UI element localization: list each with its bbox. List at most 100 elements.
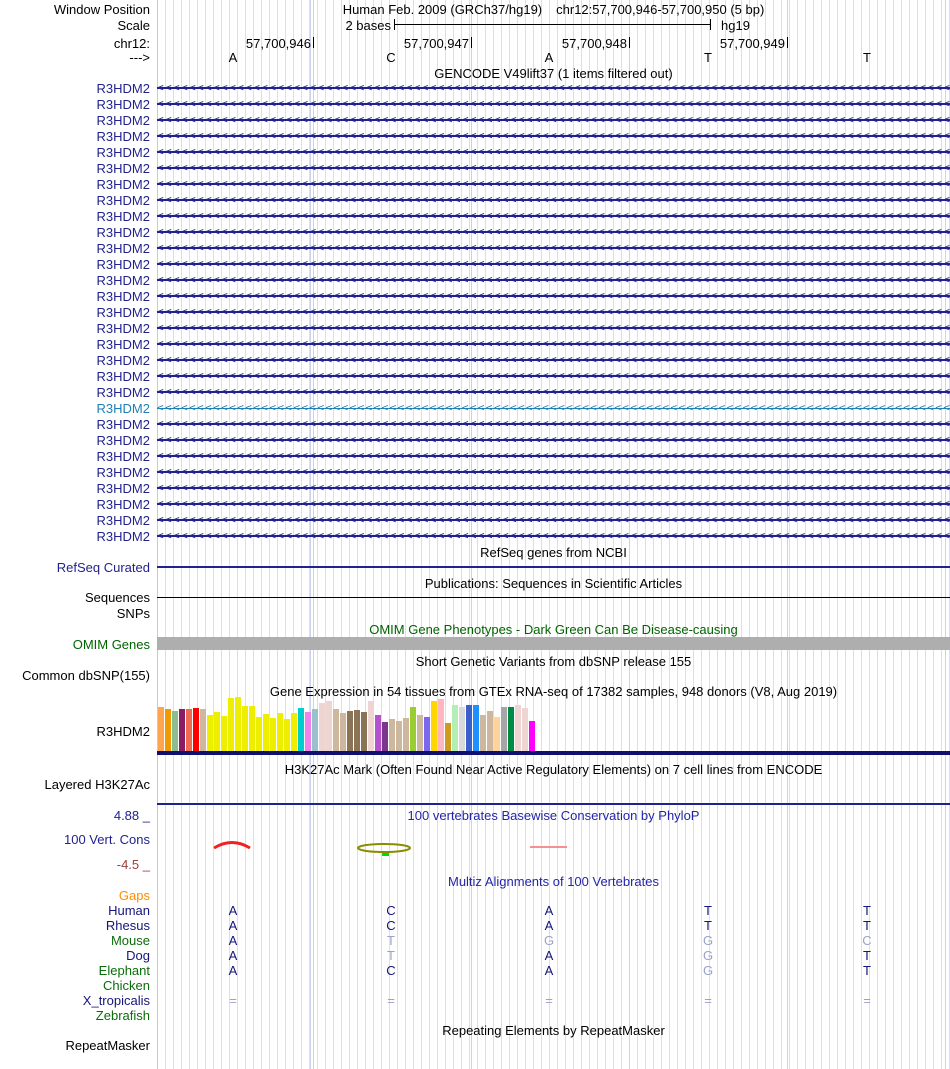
gene-label[interactable]: R3HDM2 <box>96 369 150 384</box>
gene-label[interactable]: R3HDM2 <box>96 113 150 128</box>
species-label[interactable]: X_tropicalis <box>82 993 150 1008</box>
gaps-label[interactable]: Gaps <box>118 888 150 903</box>
gene-label[interactable]: R3HDM2 <box>96 209 150 224</box>
publications-track-title[interactable]: Publications: Sequences in Scientific Ar… <box>424 576 683 591</box>
gene-label[interactable]: R3HDM2 <box>96 513 150 528</box>
gene-label[interactable]: R3HDM2 <box>96 145 150 160</box>
species-label[interactable]: Mouse <box>110 933 150 948</box>
species-row[interactable]: Elephant A C A G T <box>0 963 950 978</box>
species-row[interactable]: Mouse A T G G C <box>0 933 950 948</box>
dbsnp-track-title[interactable]: Short Genetic Variants from dbSNP releas… <box>415 654 692 669</box>
sequences-label[interactable]: Sequences <box>84 590 150 605</box>
gene-label[interactable]: R3HDM2 <box>96 337 150 352</box>
gene-transcript-row[interactable]: R3HDM2 <<<<<<<<<<<<<<<<<<<<<<<<<<<<<<<<<<… <box>0 368 950 384</box>
gene-transcript-row[interactable]: R3HDM2 <<<<<<<<<<<<<<<<<<<<<<<<<<<<<<<<<<… <box>0 432 950 448</box>
species-row[interactable]: Dog A T A G T <box>0 948 950 963</box>
gene-transcript-row[interactable]: R3HDM2 <<<<<<<<<<<<<<<<<<<<<<<<<<<<<<<<<<… <box>0 512 950 528</box>
gene-transcript-row[interactable]: R3HDM2 <<<<<<<<<<<<<<<<<<<<<<<<<<<<<<<<<<… <box>0 480 950 496</box>
gene-transcript-row[interactable]: R3HDM2 <<<<<<<<<<<<<<<<<<<<<<<<<<<<<<<<<<… <box>0 256 950 272</box>
gene-transcript-row[interactable]: R3HDM2 <<<<<<<<<<<<<<<<<<<<<<<<<<<<<<<<<<… <box>0 272 950 288</box>
gene-label[interactable]: R3HDM2 <box>96 161 150 176</box>
multiz-track-title[interactable]: Multiz Alignments of 100 Vertebrates <box>447 874 659 889</box>
gene-label[interactable]: R3HDM2 <box>96 257 150 272</box>
gene-transcript-row[interactable]: R3HDM2 <<<<<<<<<<<<<<<<<<<<<<<<<<<<<<<<<<… <box>0 128 950 144</box>
gene-transcript-row[interactable]: R3HDM2 <<<<<<<<<<<<<<<<<<<<<<<<<<<<<<<<<<… <box>0 384 950 400</box>
species-row[interactable]: Rhesus A C A T T <box>0 918 950 933</box>
gene-label[interactable]: R3HDM2 <box>96 177 150 192</box>
gene-label[interactable]: R3HDM2 <box>96 129 150 144</box>
gene-transcript-row[interactable]: R3HDM2 <<<<<<<<<<<<<<<<<<<<<<<<<<<<<<<<<<… <box>0 176 950 192</box>
species-label[interactable]: Chicken <box>103 978 150 993</box>
species-row[interactable]: X_tropicalis = = = = = <box>0 993 950 1008</box>
gene-transcript-row[interactable]: R3HDM2 <<<<<<<<<<<<<<<<<<<<<<<<<<<<<<<<<<… <box>0 352 950 368</box>
gene-label[interactable]: R3HDM2 <box>96 417 150 432</box>
gene-transcript-row[interactable]: R3HDM2 <<<<<<<<<<<<<<<<<<<<<<<<<<<<<<<<<<… <box>0 416 950 432</box>
gene-transcript-row[interactable]: R3HDM2 <<<<<<<<<<<<<<<<<<<<<<<<<<<<<<<<<<… <box>0 96 950 112</box>
species-label[interactable]: Dog <box>126 948 150 963</box>
gene-transcript-row[interactable]: R3HDM2 <<<<<<<<<<<<<<<<<<<<<<<<<<<<<<<<<<… <box>0 144 950 160</box>
gene-transcript-row[interactable]: R3HDM2 <<<<<<<<<<<<<<<<<<<<<<<<<<<<<<<<<<… <box>0 160 950 176</box>
phylop-label[interactable]: 100 Vert. Cons <box>64 832 150 847</box>
gene-transcript-row[interactable]: R3HDM2 <<<<<<<<<<<<<<<<<<<<<<<<<<<<<<<<<<… <box>0 304 950 320</box>
gene-label[interactable]: R3HDM2 <box>96 193 150 208</box>
refseq-curated-label[interactable]: RefSeq Curated <box>56 560 150 575</box>
species-row[interactable]: Zebrafish <box>0 1008 950 1023</box>
gene-label[interactable]: R3HDM2 <box>96 289 150 304</box>
gene-transcript-row[interactable]: R3HDM2 <<<<<<<<<<<<<<<<<<<<<<<<<<<<<<<<<<… <box>0 448 950 464</box>
header-title: Human Feb. 2009 (GRCh37/hg19) chr12:57,7… <box>157 2 950 17</box>
gene-label[interactable]: R3HDM2 <box>96 529 150 544</box>
gene-label[interactable]: R3HDM2 <box>96 481 150 496</box>
sequences-item[interactable] <box>157 597 950 598</box>
gene-label[interactable]: R3HDM2 <box>96 97 150 112</box>
species-label[interactable]: Human <box>108 903 150 918</box>
gene-transcript-row[interactable]: R3HDM2 <<<<<<<<<<<<<<<<<<<<<<<<<<<<<<<<<<… <box>0 112 950 128</box>
h3k27ac-track-title[interactable]: H3K27Ac Mark (Often Found Near Active Re… <box>284 762 823 777</box>
gene-transcript-row[interactable]: R3HDM2 <<<<<<<<<<<<<<<<<<<<<<<<<<<<<<<<<<… <box>0 464 950 480</box>
refseq-track-title[interactable]: RefSeq genes from NCBI <box>480 545 627 560</box>
gene-label[interactable]: R3HDM2 <box>96 353 150 368</box>
phylop-track-title[interactable]: 100 vertebrates Basewise Conservation by… <box>407 808 700 823</box>
gene-label[interactable]: R3HDM2 <box>96 273 150 288</box>
gene-label[interactable]: R3HDM2 <box>96 497 150 512</box>
gene-transcript-row[interactable]: R3HDM2 <<<<<<<<<<<<<<<<<<<<<<<<<<<<<<<<<<… <box>0 224 950 240</box>
gtex-track-title[interactable]: Gene Expression in 54 tissues from GTEx … <box>269 684 838 699</box>
species-row[interactable]: Human A C A T T <box>0 903 950 918</box>
species-label[interactable]: Zebrafish <box>95 1008 150 1023</box>
gene-transcript-row[interactable]: R3HDM2 <<<<<<<<<<<<<<<<<<<<<<<<<<<<<<<<<<… <box>0 192 950 208</box>
h3k27ac-label[interactable]: Layered H3K27Ac <box>44 777 150 792</box>
gene-transcript-row-highlighted[interactable]: R3HDM2 <<<<<<<<<<<<<<<<<<<<<<<<<<<<<<<<<<… <box>0 400 950 416</box>
repeatmasker-label[interactable]: RepeatMasker <box>65 1038 150 1053</box>
species-row[interactable]: Chicken <box>0 978 950 993</box>
gtex-gene-label[interactable]: R3HDM2 <box>96 724 150 739</box>
gene-label[interactable]: R3HDM2 <box>96 449 150 464</box>
omim-genes-label[interactable]: OMIM Genes <box>72 637 150 652</box>
gene-label[interactable]: R3HDM2 <box>96 81 150 96</box>
gene-label[interactable]: R3HDM2 <box>96 241 150 256</box>
omim-gene-item[interactable] <box>157 637 950 650</box>
gene-label[interactable]: R3HDM2 <box>96 433 150 448</box>
gene-label[interactable]: R3HDM2 <box>96 385 150 400</box>
gencode-track-title[interactable]: GENCODE V49lift37 (1 items filtered out) <box>434 66 673 81</box>
gene-transcript-row[interactable]: R3HDM2 <<<<<<<<<<<<<<<<<<<<<<<<<<<<<<<<<<… <box>0 208 950 224</box>
refseq-curated-item[interactable] <box>157 566 950 568</box>
gene-transcript-row[interactable]: R3HDM2 <<<<<<<<<<<<<<<<<<<<<<<<<<<<<<<<<<… <box>0 288 950 304</box>
species-label[interactable]: Elephant <box>98 963 150 978</box>
gene-transcript-row[interactable]: R3HDM2 <<<<<<<<<<<<<<<<<<<<<<<<<<<<<<<<<<… <box>0 528 950 544</box>
dbsnp-label[interactable]: Common dbSNP(155) <box>22 668 150 683</box>
gtex-tissue-bar <box>333 709 339 751</box>
gene-transcript-row[interactable]: R3HDM2 <<<<<<<<<<<<<<<<<<<<<<<<<<<<<<<<<<… <box>0 496 950 512</box>
gene-label[interactable]: R3HDM2 <box>96 305 150 320</box>
gene-label[interactable]: R3HDM2 <box>96 401 150 416</box>
omim-track-title[interactable]: OMIM Gene Phenotypes - Dark Green Can Be… <box>369 622 738 637</box>
gene-transcript-row[interactable]: R3HDM2 <<<<<<<<<<<<<<<<<<<<<<<<<<<<<<<<<<… <box>0 336 950 352</box>
transcript-line <box>157 87 950 89</box>
gene-transcript-row[interactable]: R3HDM2 <<<<<<<<<<<<<<<<<<<<<<<<<<<<<<<<<<… <box>0 240 950 256</box>
repeatmasker-track-title[interactable]: Repeating Elements by RepeatMasker <box>442 1023 665 1038</box>
gene-transcript-row[interactable]: R3HDM2 <<<<<<<<<<<<<<<<<<<<<<<<<<<<<<<<<<… <box>0 320 950 336</box>
gene-transcript-row[interactable]: R3HDM2 <<<<<<<<<<<<<<<<<<<<<<<<<<<<<<<<<<… <box>0 80 950 96</box>
snps-label[interactable]: SNPs <box>116 606 150 621</box>
gene-label[interactable]: R3HDM2 <box>96 225 150 240</box>
gene-label[interactable]: R3HDM2 <box>96 321 150 336</box>
species-label[interactable]: Rhesus <box>105 918 150 933</box>
gene-label[interactable]: R3HDM2 <box>96 465 150 480</box>
